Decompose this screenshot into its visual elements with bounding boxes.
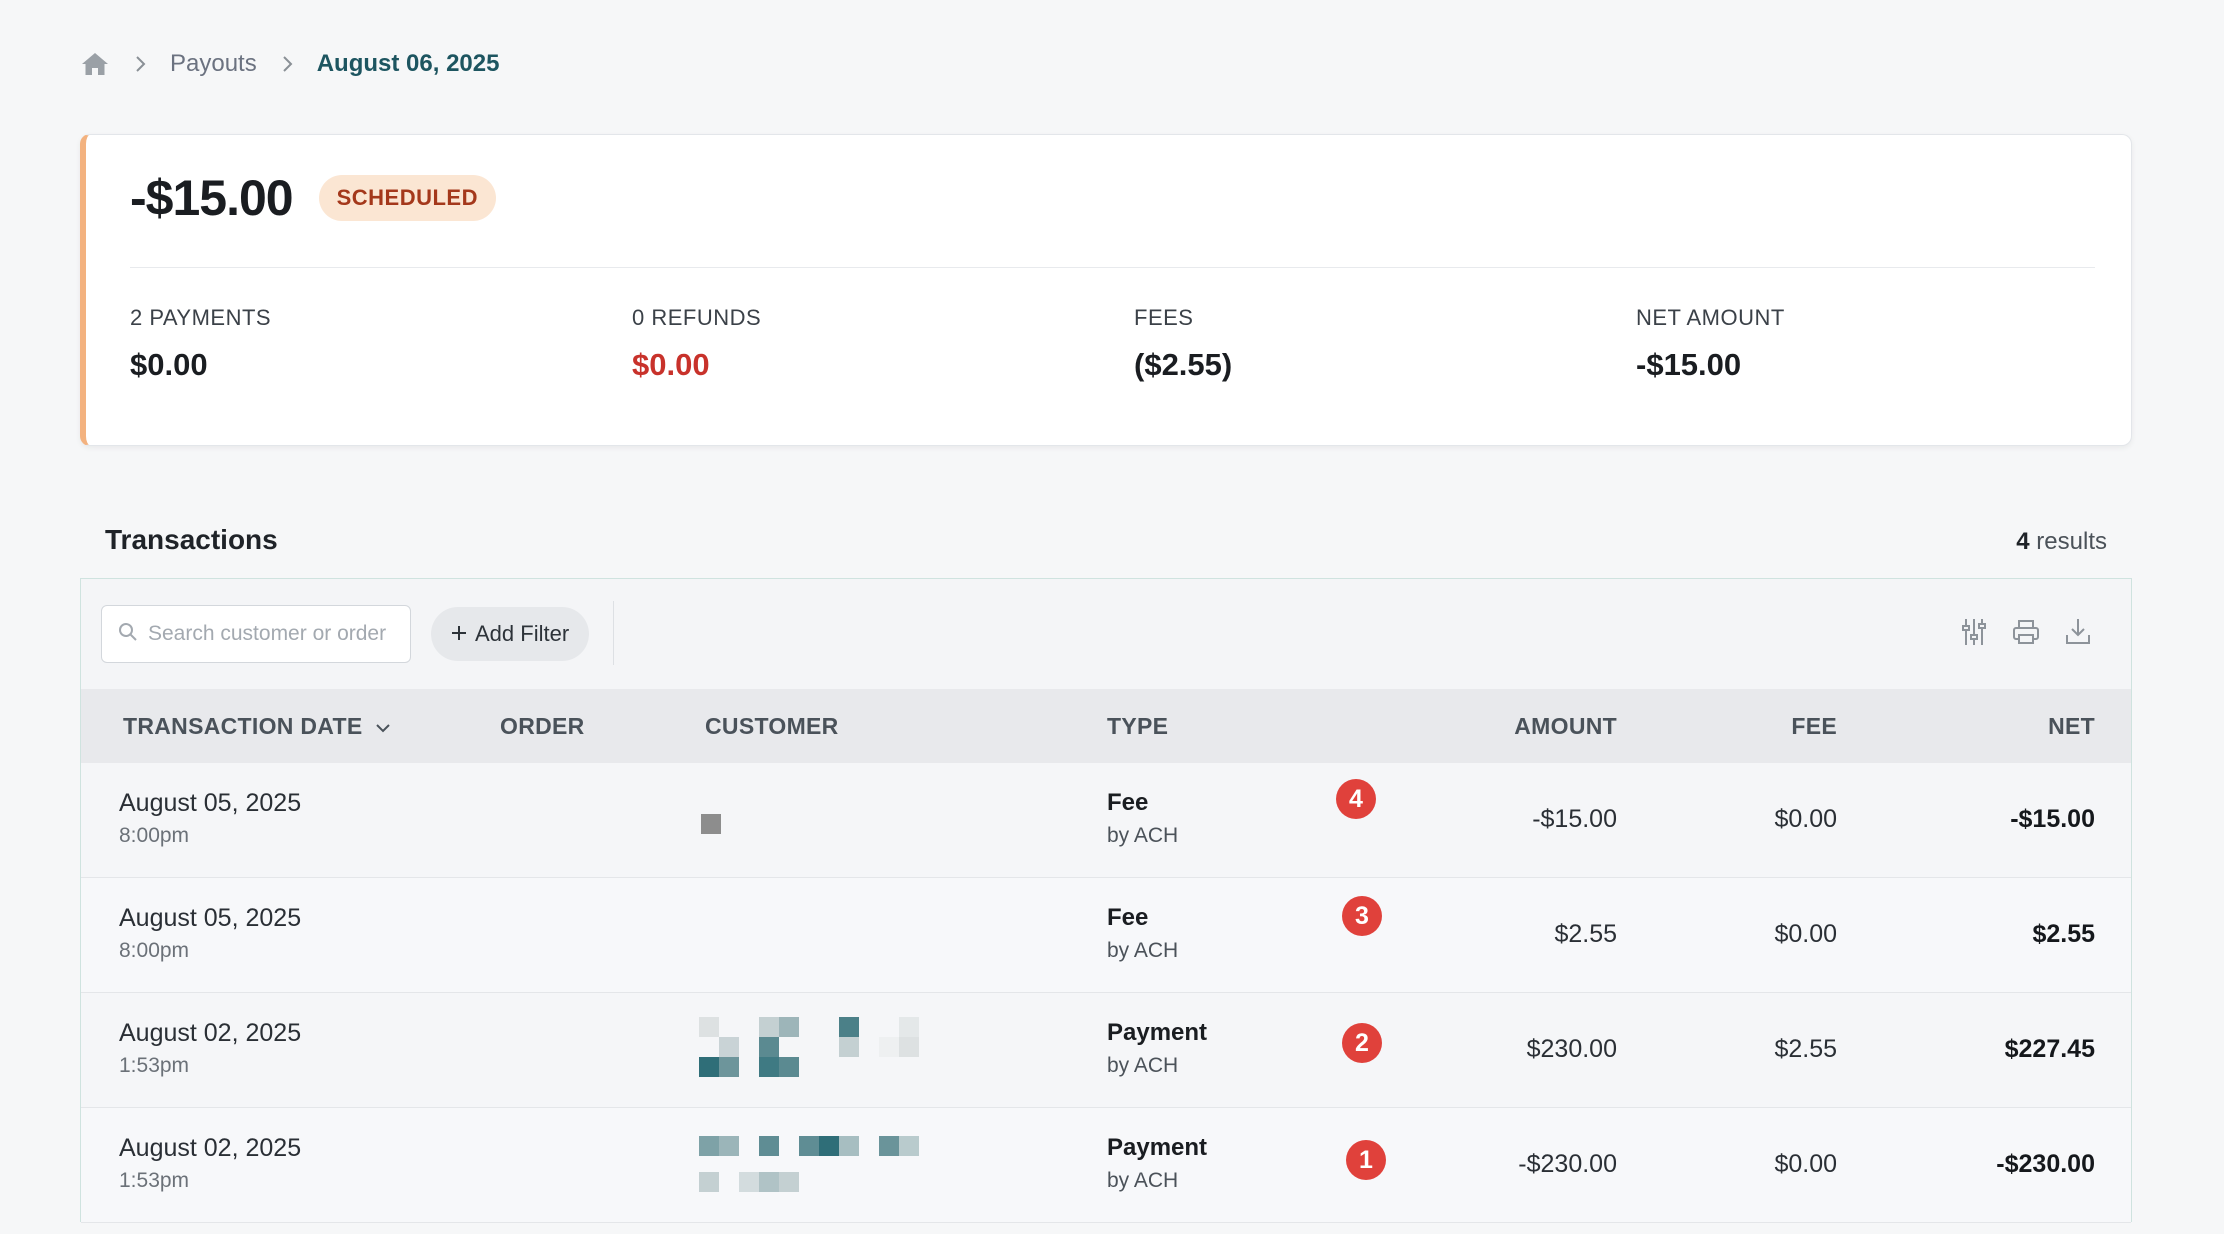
column-net: NET (2048, 713, 2095, 739)
results-label: results (2029, 528, 2107, 555)
transaction-method: by ACH (1107, 1054, 1179, 1077)
column-transaction-date[interactable]: TRANSACTION DATE (123, 713, 391, 740)
table-row[interactable]: August 05, 2025 8:00pm Fee by ACH 3 $2.5… (81, 878, 2131, 993)
stat-label: FEES (1134, 305, 1194, 330)
table-row[interactable]: August 05, 2025 8:00pm Fee by ACH 4 -$15… (81, 763, 2131, 878)
stat-label: 0 REFUNDS (632, 305, 762, 330)
results-count: 4 results (2016, 528, 2107, 556)
transactions-table: Add Filter TRANSACTION DATE ORDER (80, 578, 2132, 1223)
transaction-type: Payment (1107, 1134, 1208, 1161)
toolbar-divider (613, 601, 614, 665)
add-filter-button[interactable]: Add Filter (431, 607, 590, 661)
transaction-fee: $2.55 (1774, 1035, 1837, 1063)
column-type: TYPE (1107, 713, 1169, 739)
transaction-time: 1:53pm (119, 1169, 190, 1192)
column-order: ORDER (500, 713, 585, 739)
stat-net-amount: NET AMOUNT -$15.00 (1636, 305, 2138, 383)
payout-summary-card: -$15.00 SCHEDULED 2 PAYMENTS $0.00 0 REF… (80, 134, 2132, 446)
stat-value: -$15.00 (1636, 347, 1742, 382)
customer-redacted (699, 787, 929, 851)
transaction-amount: -$230.00 (1518, 1150, 1617, 1178)
transaction-fee: $0.00 (1774, 920, 1837, 948)
transaction-net: $227.45 (2004, 1035, 2095, 1063)
transaction-date: August 02, 2025 (119, 1019, 302, 1047)
download-icon[interactable] (2063, 615, 2093, 649)
transaction-date: August 02, 2025 (119, 1134, 302, 1162)
transaction-fee: $0.00 (1774, 805, 1837, 833)
transaction-time: 8:00pm (119, 824, 190, 847)
column-fee: FEE (1791, 713, 1837, 739)
stat-refunds: 0 REFUNDS $0.00 (632, 305, 1134, 383)
stat-value: $0.00 (632, 347, 710, 382)
table-row[interactable]: August 02, 2025 1:53pm (81, 993, 2131, 1108)
annotation-marker: 1 (1346, 1140, 1386, 1180)
column-amount: AMOUNT (1514, 713, 1617, 739)
payout-amount: -$15.00 (130, 170, 294, 226)
annotation-marker: 4 (1336, 779, 1376, 819)
transaction-amount: -$15.00 (1532, 805, 1617, 833)
transaction-type: Fee (1107, 904, 1149, 931)
transaction-type: Fee (1107, 789, 1149, 816)
stat-value: ($2.55) (1134, 347, 1233, 382)
transaction-date: August 05, 2025 (119, 904, 302, 932)
search-input[interactable] (148, 622, 388, 646)
transaction-amount: $2.55 (1554, 920, 1617, 948)
stat-value: $0.00 (130, 347, 208, 382)
customer-redacted (699, 1017, 929, 1081)
transaction-method: by ACH (1107, 939, 1179, 962)
status-badge: SCHEDULED (318, 175, 496, 221)
transaction-date: August 05, 2025 (119, 789, 302, 817)
column-label: TRANSACTION DATE (123, 713, 363, 739)
breadcrumb-current: August 06, 2025 (316, 50, 500, 77)
transaction-method: by ACH (1107, 824, 1179, 847)
stat-label: 2 PAYMENTS (130, 305, 272, 330)
home-icon[interactable] (80, 49, 110, 79)
transaction-type: Payment (1107, 1019, 1208, 1046)
add-filter-label: Add Filter (475, 621, 570, 646)
stat-label: NET AMOUNT (1636, 305, 1785, 330)
breadcrumb: Payouts August 06, 2025 (80, 44, 499, 84)
transaction-method: by ACH (1107, 1169, 1179, 1192)
table-toolbar: Add Filter (81, 579, 2131, 689)
chevron-right-icon (257, 49, 317, 79)
chevron-down-icon (376, 724, 390, 733)
results-number: 4 (2016, 528, 2030, 555)
search-box (101, 605, 411, 663)
print-icon[interactable] (2011, 615, 2041, 649)
transaction-time: 1:53pm (119, 1054, 190, 1077)
annotation-marker: 3 (1342, 896, 1382, 936)
customer-redacted (699, 1132, 929, 1196)
transaction-net: $2.55 (2032, 920, 2095, 948)
transaction-fee: $0.00 (1774, 1150, 1837, 1178)
column-customer: CUSTOMER (705, 713, 839, 739)
transaction-amount: $230.00 (1526, 1035, 1617, 1063)
divider (130, 267, 2095, 268)
stat-payments: 2 PAYMENTS $0.00 (130, 305, 632, 383)
annotation-marker: 2 (1342, 1023, 1382, 1063)
transaction-time: 8:00pm (119, 939, 190, 962)
plus-icon (451, 621, 467, 647)
table-row[interactable]: August 02, 2025 1:53pm Payment (81, 1108, 2131, 1223)
columns-settings-icon[interactable] (1959, 615, 1989, 649)
breadcrumb-payouts[interactable]: Payouts (170, 50, 257, 77)
chevron-right-icon (110, 49, 170, 79)
payout-stats: 2 PAYMENTS $0.00 0 REFUNDS $0.00 FEES ($… (130, 305, 2138, 383)
table-tools (1959, 615, 2093, 649)
search-icon (118, 622, 138, 647)
transaction-net: -$230.00 (1996, 1150, 2095, 1178)
table-body: August 05, 2025 8:00pm Fee by ACH 4 -$15… (81, 763, 2131, 1223)
stat-fees: FEES ($2.55) (1134, 305, 1636, 383)
table-header: TRANSACTION DATE ORDER CUSTOMER TYPE AMO… (81, 689, 2131, 763)
transactions-title: Transactions (105, 524, 278, 555)
transaction-net: -$15.00 (2010, 805, 2095, 833)
